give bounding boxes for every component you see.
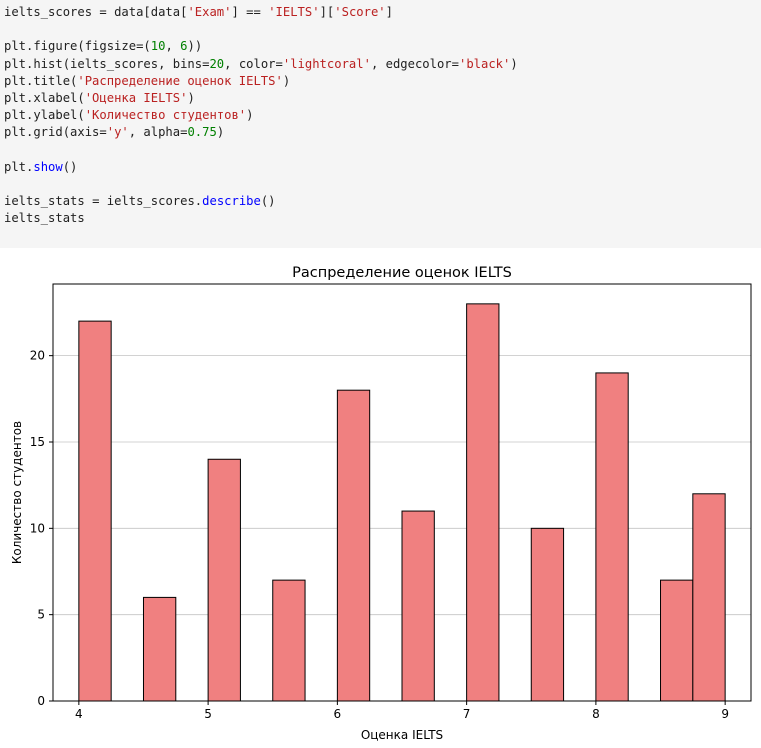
chart-title: Распределение оценок IELTS (292, 265, 512, 281)
code-line: plt.show() (4, 159, 78, 174)
x-tick-label: 6 (334, 707, 342, 721)
cell-output: 4 5 6 7 8 9 0 5 10 15 20 Распределение оценок IELT… (0, 252, 761, 744)
y-tick-label: 0 (37, 694, 45, 708)
histogram-bar (595, 372, 629, 702)
histogram-bars (78, 303, 726, 702)
axis-ticks: 4 5 6 7 8 9 0 5 10 15 20 (30, 349, 729, 721)
histogram-bar (142, 596, 177, 702)
x-tick-label: 5 (204, 707, 212, 721)
histogram-bar (692, 493, 726, 702)
code-line: ielts_scores = data[data['Exam'] == 'IEL… (4, 5, 393, 19)
x-tick-label: 9 (721, 707, 729, 721)
code-line (4, 142, 518, 159)
code-line (4, 176, 518, 193)
histogram-chart: 4 5 6 7 8 9 0 5 10 15 20 Распределение оценок IELT… (10, 265, 752, 742)
y-tick-label: 20 (30, 349, 45, 363)
code-line (4, 21, 518, 38)
x-tick-label: 4 (75, 707, 83, 721)
y-tick-label: 10 (30, 521, 45, 535)
code-line: plt.xlabel('Оценка IELTS') (4, 90, 195, 105)
y-axis-label: Количество студентов (10, 421, 24, 564)
histogram-bar (207, 458, 241, 702)
code-line: ielts_stats (4, 211, 85, 226)
histogram-bar (466, 303, 500, 702)
y-tick-label: 15 (30, 435, 45, 449)
code-line: plt.ylabel('Количество студентов') (4, 108, 254, 123)
histogram-bar (530, 527, 565, 702)
code-editor[interactable]: ielts_scores = data[data['Exam'] == 'IEL… (4, 4, 518, 227)
code-line: plt.grid(axis='y', alpha=0.75) (4, 125, 225, 140)
histogram-bar (401, 510, 435, 702)
code-line: plt.figure(figsize=(10, 6)) (4, 39, 203, 54)
histogram-bar (660, 579, 694, 702)
histogram-bar (78, 320, 112, 702)
y-tick-label: 5 (37, 608, 45, 622)
axes-frame (52, 283, 752, 702)
histogram-bar (336, 389, 371, 702)
code-line: plt.title('Распределение оценок IELTS') (4, 73, 291, 88)
x-tick-label: 8 (592, 707, 600, 721)
code-cell[interactable]: ielts_scores = data[data['Exam'] == 'IEL… (0, 0, 761, 248)
x-tick-label: 7 (463, 707, 471, 721)
code-line: ielts_stats = ielts_scores.describe() (4, 194, 276, 209)
code-line: plt.hist(ielts_scores, bins=20, color='l… (4, 56, 518, 71)
x-axis-label: Оценка IELTS (361, 728, 443, 742)
histogram-bar (272, 579, 306, 702)
